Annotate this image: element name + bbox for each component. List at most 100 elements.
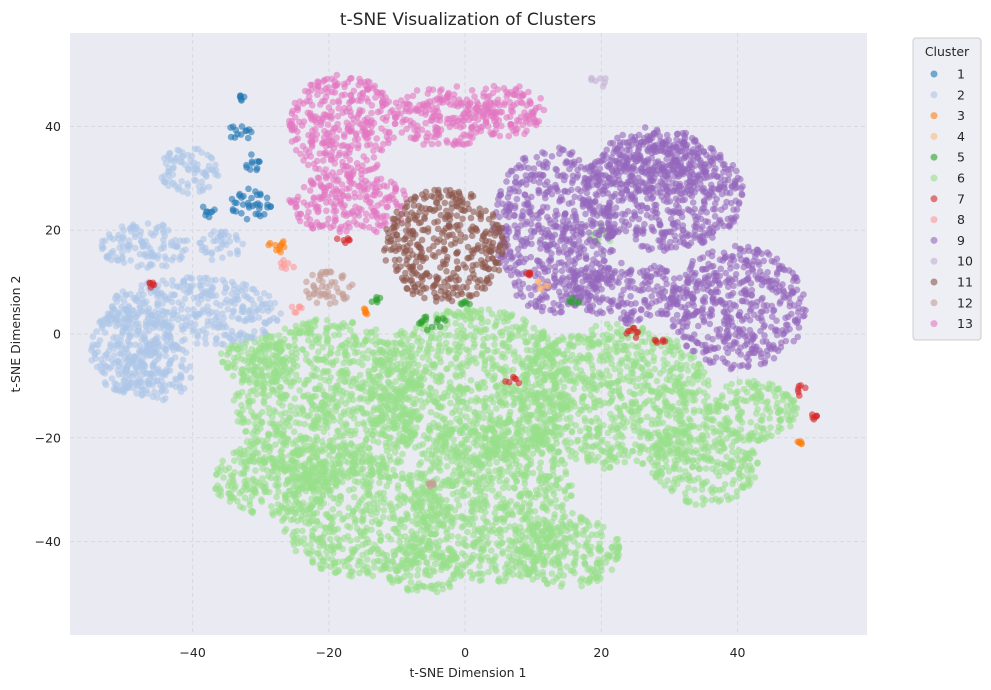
- data-point: [645, 372, 652, 379]
- data-point: [479, 570, 487, 578]
- data-point: [619, 433, 626, 441]
- data-point: [265, 431, 273, 439]
- data-point: [389, 558, 397, 566]
- data-point: [559, 514, 567, 521]
- data-point: [407, 375, 415, 382]
- data-point: [385, 425, 392, 432]
- data-point: [321, 391, 328, 399]
- data-point: [307, 329, 315, 336]
- data-point: [527, 365, 535, 372]
- data-point: [500, 318, 508, 326]
- data-point: [702, 496, 709, 504]
- data-point: [452, 333, 460, 340]
- data-point: [467, 377, 475, 384]
- data-point: [451, 506, 459, 514]
- data-point: [390, 424, 398, 432]
- data-point: [631, 427, 638, 434]
- data-point: [567, 567, 575, 574]
- data-point: [471, 333, 478, 341]
- data-point: [298, 404, 305, 411]
- data-point: [644, 382, 652, 389]
- data-point: [499, 437, 506, 444]
- data-point: [458, 440, 465, 447]
- data-point: [313, 495, 321, 502]
- data-point: [459, 472, 466, 479]
- data-point: [517, 405, 525, 413]
- data-point: [560, 336, 567, 344]
- data-point: [753, 423, 761, 430]
- data-point: [614, 440, 622, 448]
- data-point: [410, 331, 417, 339]
- data-point: [378, 393, 385, 401]
- data-point: [534, 360, 542, 368]
- data-point: [333, 535, 341, 542]
- data-point: [386, 439, 393, 447]
- data-point: [581, 561, 589, 568]
- data-point: [380, 495, 388, 503]
- data-point: [309, 527, 316, 535]
- data-point: [447, 399, 454, 407]
- data-point: [384, 378, 392, 386]
- data-point: [374, 358, 382, 366]
- data-point: [535, 349, 543, 356]
- data-point: [383, 447, 391, 455]
- data-point: [392, 442, 400, 450]
- data-point: [618, 335, 625, 343]
- data-point: [270, 420, 277, 427]
- data-point: [702, 465, 710, 472]
- data-point: [520, 450, 528, 458]
- data-point: [472, 398, 480, 406]
- data-point: [554, 391, 562, 398]
- data-point: [325, 378, 333, 385]
- data-point: [768, 432, 775, 440]
- data-point: [568, 370, 575, 378]
- data-point: [296, 420, 303, 427]
- data-point: [691, 486, 698, 494]
- data-point: [435, 580, 442, 588]
- data-point: [748, 467, 755, 475]
- data-point: [767, 408, 774, 416]
- data-point: [502, 508, 509, 515]
- data-point: [350, 466, 358, 474]
- data-point: [335, 458, 343, 465]
- data-point: [365, 445, 373, 452]
- data-point: [443, 454, 451, 461]
- data-point: [580, 531, 587, 538]
- data-point: [681, 430, 688, 438]
- data-point: [363, 328, 370, 336]
- data-point: [336, 510, 343, 517]
- data-point: [675, 346, 682, 354]
- data-point: [357, 394, 365, 402]
- data-point: [363, 568, 371, 576]
- data-point: [444, 365, 451, 372]
- data-point: [390, 339, 397, 347]
- data-point: [484, 553, 491, 561]
- data-point: [242, 428, 249, 435]
- data-point: [340, 408, 348, 416]
- data-point: [250, 412, 257, 419]
- data-point: [484, 318, 492, 326]
- data-point: [689, 423, 697, 430]
- data-point: [492, 515, 500, 523]
- data-point: [754, 437, 761, 444]
- data-point: [494, 577, 502, 585]
- data-point: [381, 388, 388, 395]
- data-point: [283, 419, 290, 426]
- data-point: [332, 569, 340, 576]
- data-point: [377, 374, 384, 381]
- data-point: [277, 411, 285, 418]
- data-point: [726, 430, 734, 438]
- data-point: [757, 391, 765, 399]
- data-point: [625, 350, 632, 358]
- data-point: [449, 426, 456, 433]
- data-point: [593, 522, 601, 529]
- data-point: [238, 419, 246, 426]
- data-point: [272, 507, 280, 515]
- data-point: [451, 453, 459, 460]
- data-point: [604, 440, 611, 448]
- data-point: [421, 570, 429, 578]
- data-point: [503, 444, 510, 452]
- data-point: [705, 382, 712, 389]
- data-point: [275, 488, 282, 496]
- data-point: [633, 343, 640, 351]
